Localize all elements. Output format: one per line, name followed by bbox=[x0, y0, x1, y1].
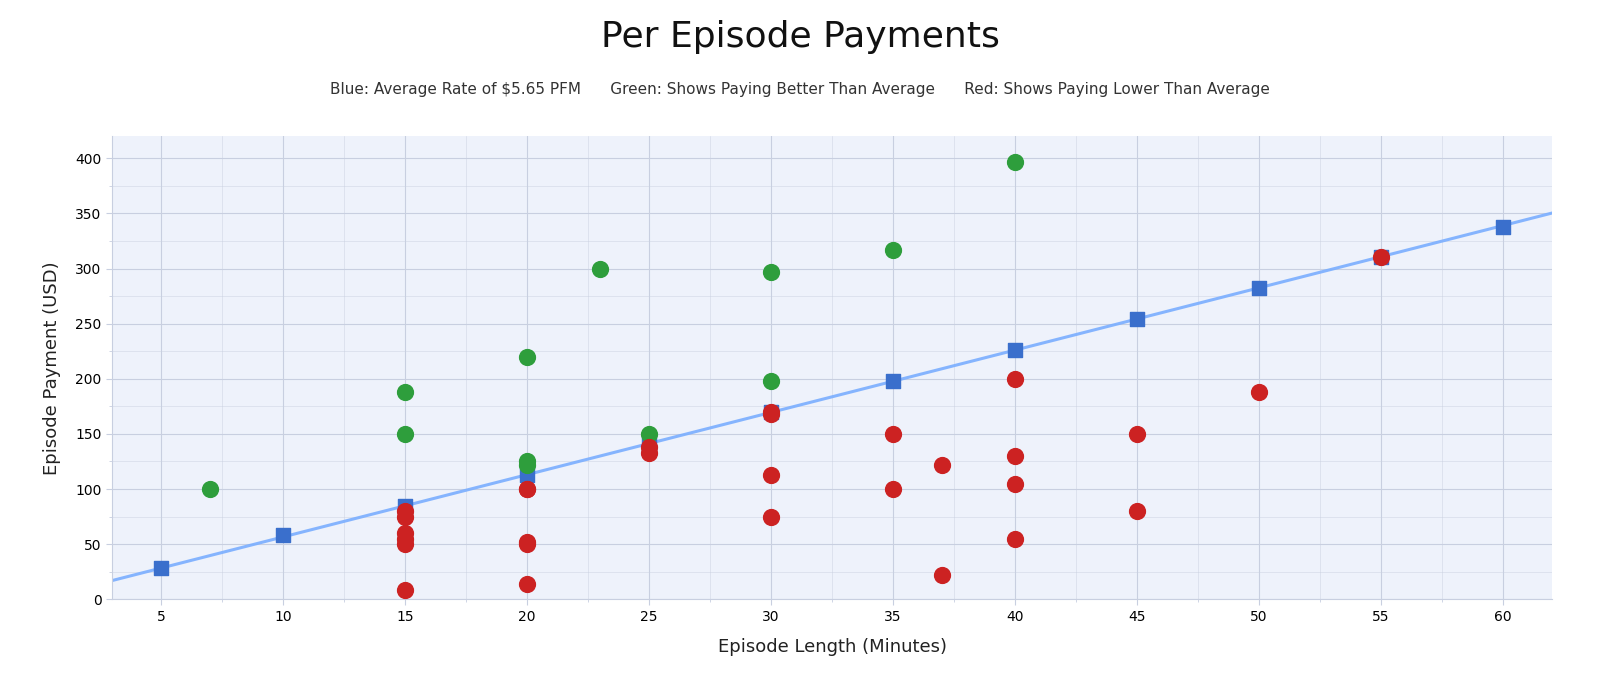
Text: Blue: Average Rate of $5.65 PFM      Green: Shows Paying Better Than Average    : Blue: Average Rate of $5.65 PFM Green: S… bbox=[330, 82, 1270, 97]
Point bbox=[637, 439, 662, 449]
Y-axis label: Episode Payment (USD): Episode Payment (USD) bbox=[43, 261, 61, 475]
Point bbox=[514, 456, 539, 467]
Point bbox=[1002, 451, 1027, 462]
Point bbox=[514, 537, 539, 548]
Point bbox=[758, 266, 784, 277]
Point bbox=[514, 578, 539, 589]
Point bbox=[880, 375, 906, 386]
Point bbox=[1368, 252, 1394, 263]
Point bbox=[392, 511, 418, 522]
Point bbox=[637, 428, 662, 439]
X-axis label: Episode Length (Minutes): Episode Length (Minutes) bbox=[717, 637, 947, 656]
Point bbox=[514, 539, 539, 550]
Point bbox=[880, 484, 906, 494]
Point bbox=[149, 563, 174, 574]
Point bbox=[1002, 373, 1027, 384]
Point bbox=[1002, 478, 1027, 489]
Point bbox=[880, 244, 906, 255]
Point bbox=[1002, 156, 1027, 167]
Point bbox=[392, 528, 418, 539]
Point bbox=[758, 375, 784, 386]
Point bbox=[514, 351, 539, 362]
Point bbox=[880, 428, 906, 439]
Point bbox=[930, 569, 955, 580]
Point bbox=[1246, 387, 1272, 398]
Point bbox=[1125, 428, 1150, 439]
Point bbox=[514, 484, 539, 494]
Point bbox=[1246, 283, 1272, 294]
Point bbox=[587, 263, 613, 274]
Point bbox=[392, 505, 418, 516]
Point bbox=[392, 500, 418, 511]
Point bbox=[758, 407, 784, 417]
Point bbox=[270, 530, 296, 541]
Point bbox=[392, 585, 418, 596]
Point bbox=[392, 533, 418, 544]
Point bbox=[1125, 505, 1150, 516]
Point bbox=[637, 447, 662, 458]
Point bbox=[758, 409, 784, 419]
Point bbox=[1002, 533, 1027, 544]
Point bbox=[392, 387, 418, 398]
Point bbox=[1125, 314, 1150, 325]
Point bbox=[1490, 221, 1515, 232]
Point bbox=[758, 511, 784, 522]
Point bbox=[637, 442, 662, 453]
Point bbox=[758, 469, 784, 480]
Point bbox=[514, 469, 539, 480]
Point bbox=[514, 459, 539, 470]
Text: Per Episode Payments: Per Episode Payments bbox=[600, 20, 1000, 54]
Point bbox=[930, 459, 955, 470]
Point bbox=[514, 484, 539, 494]
Point bbox=[1002, 345, 1027, 355]
Point bbox=[392, 539, 418, 550]
Point bbox=[758, 407, 784, 417]
Point bbox=[392, 428, 418, 439]
Point bbox=[197, 484, 222, 494]
Point bbox=[1368, 252, 1394, 263]
